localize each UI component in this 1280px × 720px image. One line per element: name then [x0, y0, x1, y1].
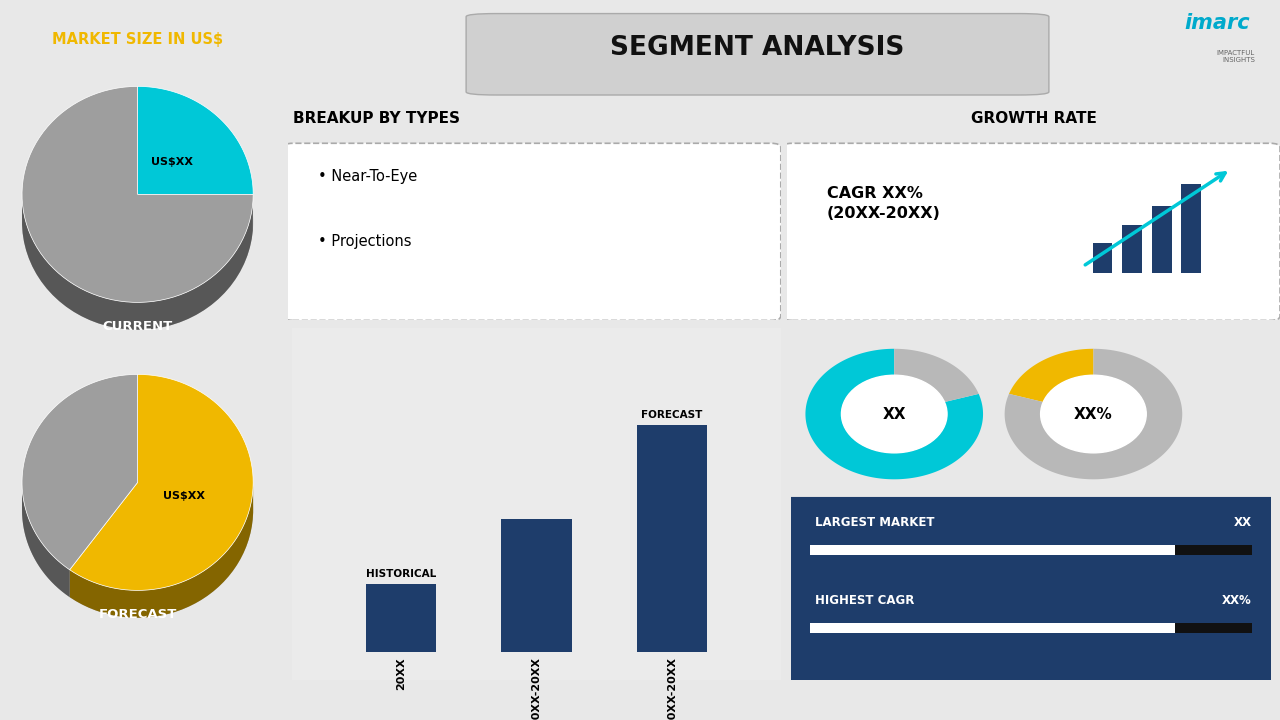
- Bar: [1123, 225, 1142, 273]
- Polygon shape: [69, 485, 253, 618]
- Polygon shape: [22, 483, 69, 597]
- Text: CAGR XX%
(20XX-20XX): CAGR XX% (20XX-20XX): [827, 186, 941, 221]
- Text: • Near-To-Eye: • Near-To-Eye: [317, 169, 417, 184]
- Circle shape: [1041, 375, 1147, 453]
- Polygon shape: [1005, 348, 1183, 480]
- Bar: [1175, 545, 1252, 555]
- Polygon shape: [22, 114, 253, 330]
- FancyBboxPatch shape: [466, 14, 1048, 95]
- Bar: [1093, 243, 1112, 273]
- Polygon shape: [22, 374, 138, 570]
- Text: HIGHEST CAGR: HIGHEST CAGR: [815, 594, 914, 607]
- Polygon shape: [1009, 348, 1093, 402]
- Polygon shape: [69, 374, 253, 590]
- FancyBboxPatch shape: [287, 324, 786, 684]
- Text: BREAKUP BY TYPES: BREAKUP BY TYPES: [293, 111, 460, 126]
- Polygon shape: [138, 86, 253, 194]
- Text: XX%: XX%: [1222, 594, 1252, 607]
- Text: imarc: imarc: [1184, 12, 1249, 32]
- Text: CURRENT: CURRENT: [102, 320, 173, 333]
- Polygon shape: [895, 348, 979, 402]
- Bar: [1181, 184, 1201, 273]
- Text: FORECAST: FORECAST: [99, 608, 177, 621]
- Circle shape: [841, 375, 947, 453]
- Bar: [810, 545, 1252, 555]
- Text: XX: XX: [1234, 516, 1252, 529]
- Text: IMPACTFUL
INSIGHTS: IMPACTFUL INSIGHTS: [1216, 50, 1254, 63]
- Bar: [500, 519, 572, 652]
- Bar: [1175, 623, 1252, 633]
- Text: SEGMENT ANALYSIS: SEGMENT ANALYSIS: [611, 35, 905, 61]
- Polygon shape: [22, 86, 253, 302]
- Text: US$XX: US$XX: [163, 492, 205, 501]
- Text: MARKET SIZE IN US$: MARKET SIZE IN US$: [52, 32, 223, 48]
- Bar: [1152, 206, 1171, 273]
- Text: HISTORICAL: HISTORICAL: [366, 569, 436, 579]
- FancyBboxPatch shape: [782, 143, 1280, 320]
- Polygon shape: [805, 348, 983, 480]
- Text: • Projections: • Projections: [317, 234, 411, 249]
- Text: XX: XX: [882, 407, 906, 421]
- Text: US$XX: US$XX: [151, 158, 193, 167]
- Bar: [810, 623, 1252, 633]
- Text: FORECAST: FORECAST: [641, 410, 703, 420]
- FancyBboxPatch shape: [283, 143, 781, 320]
- Polygon shape: [22, 402, 253, 618]
- FancyBboxPatch shape: [781, 497, 1280, 688]
- Polygon shape: [22, 197, 253, 330]
- Bar: [636, 425, 707, 652]
- Text: GROWTH RATE: GROWTH RATE: [970, 111, 1097, 126]
- Text: LARGEST MARKET: LARGEST MARKET: [815, 516, 934, 529]
- Bar: [366, 583, 436, 652]
- Text: XX%: XX%: [1074, 407, 1112, 421]
